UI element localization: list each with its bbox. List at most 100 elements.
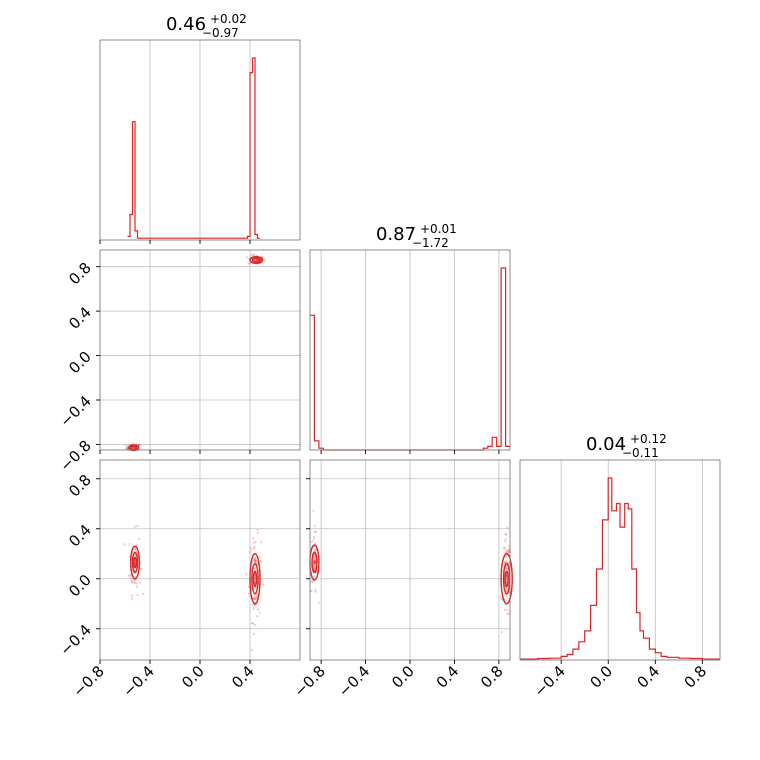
density-contour [504,570,509,587]
y-tick-label: −0.4 [56,621,94,659]
scatter-point [504,533,507,536]
scatter-point [263,260,266,263]
scatter-point [252,253,255,256]
panel-scatter-3-2: −0.8 −0.4 0.0 0.4 0.8 [290,459,513,701]
scatter-point [310,540,314,543]
scatter-point [245,572,248,575]
scatter-point [262,259,265,262]
scatter-point [136,525,139,528]
density-contour [249,553,261,605]
x-tick-label: 0.4 [228,662,258,692]
scatter-point [253,560,256,564]
scatter-point [503,546,506,549]
scatter-point [312,567,316,570]
scatter-point [254,586,257,589]
scatter-point [253,559,256,562]
scatter-point [314,559,317,562]
x-tick-label: 0.0 [586,662,616,692]
scatter-point [505,608,509,611]
scatter-point [507,550,510,554]
scatter-point [254,558,257,561]
scatter-point [125,444,128,447]
scatter-point [507,597,510,600]
scatter-point [503,593,506,596]
scatter-point [251,622,254,625]
scatter-point [131,578,134,581]
scatter-point [249,546,252,550]
scatter-point [254,557,257,560]
scatter-point [256,531,259,534]
scatter-point [314,590,317,593]
scatter-point [312,561,316,564]
y-tick-label: 0.0 [65,348,95,378]
scatter-point [503,540,507,543]
scatter-point [505,533,508,536]
scatter-point [507,550,510,553]
scatter-point [247,262,250,265]
scatter-point [255,615,259,618]
scatter-point [253,559,256,562]
x-tick-label: 0.8 [681,662,711,692]
scatter-point [318,601,321,604]
density-contour [311,551,318,574]
scatter-point [499,596,503,599]
density-contour [252,570,258,587]
scatter-point [311,580,314,584]
x-tick-label: −0.8 [290,662,328,700]
scatter-point [314,588,317,591]
scatter-point [313,559,316,562]
scatter-point [500,631,503,634]
scatter-point [502,546,505,549]
scatter-point [313,562,316,566]
scatter-point [251,537,255,540]
scatter-point [258,611,262,614]
density-core [252,258,260,262]
scatter-point [125,446,128,450]
scatter-point [134,548,138,552]
x-tick-label: 0.8 [477,662,507,692]
panel-title-plus-error: +0.12 [630,432,667,446]
scatter-point [253,597,257,601]
scatter-point [248,262,252,265]
x-tick-label: −0.4 [119,662,157,700]
scatter-point [260,541,263,544]
scatter-point [312,509,315,513]
y-tick-label: −0.8 [56,437,94,475]
scatter-point [142,592,145,595]
scatter-point [313,560,316,564]
scatter-point [138,444,141,447]
panel-title-minus-error: −1.72 [412,236,449,250]
panel-title-plus-error: +0.01 [420,222,457,236]
scatter-point [130,581,133,584]
scatter-point [129,573,132,577]
scatter-point [504,549,507,552]
panel-hist-2: 0.87 +0.01−1.72 [309,222,511,454]
scatter-point [506,550,509,553]
x-tick-label: −0.4 [335,662,373,700]
panel-scatter-3-1: −0.8 −0.4 0.0 0.4−0.40.00.40.8 [56,459,301,701]
scatter-point [313,561,316,564]
scatter-point [138,537,141,541]
scatter-point [129,575,132,578]
density-contour [249,255,264,265]
scatter-point [138,443,141,447]
scatter-point [260,560,263,563]
panel-title-value: 0.87 [376,224,416,245]
scatter-point [505,595,508,598]
scatter-point [259,559,262,562]
scatter-point [133,525,136,529]
scatter-point [314,549,317,552]
scatter-point [253,567,256,570]
scatter-point [504,560,507,563]
density-contour [129,445,138,451]
scatter-point [251,548,254,551]
panel-title-minus-error: −0.97 [202,26,239,40]
scatter-point [313,535,316,539]
scatter-point [505,561,509,564]
scatter-point [252,622,255,625]
scatter-point [255,561,258,564]
scatter-point [125,447,128,450]
scatter-point [253,623,257,627]
scatter-point [123,543,126,546]
scatter-point [314,561,317,564]
